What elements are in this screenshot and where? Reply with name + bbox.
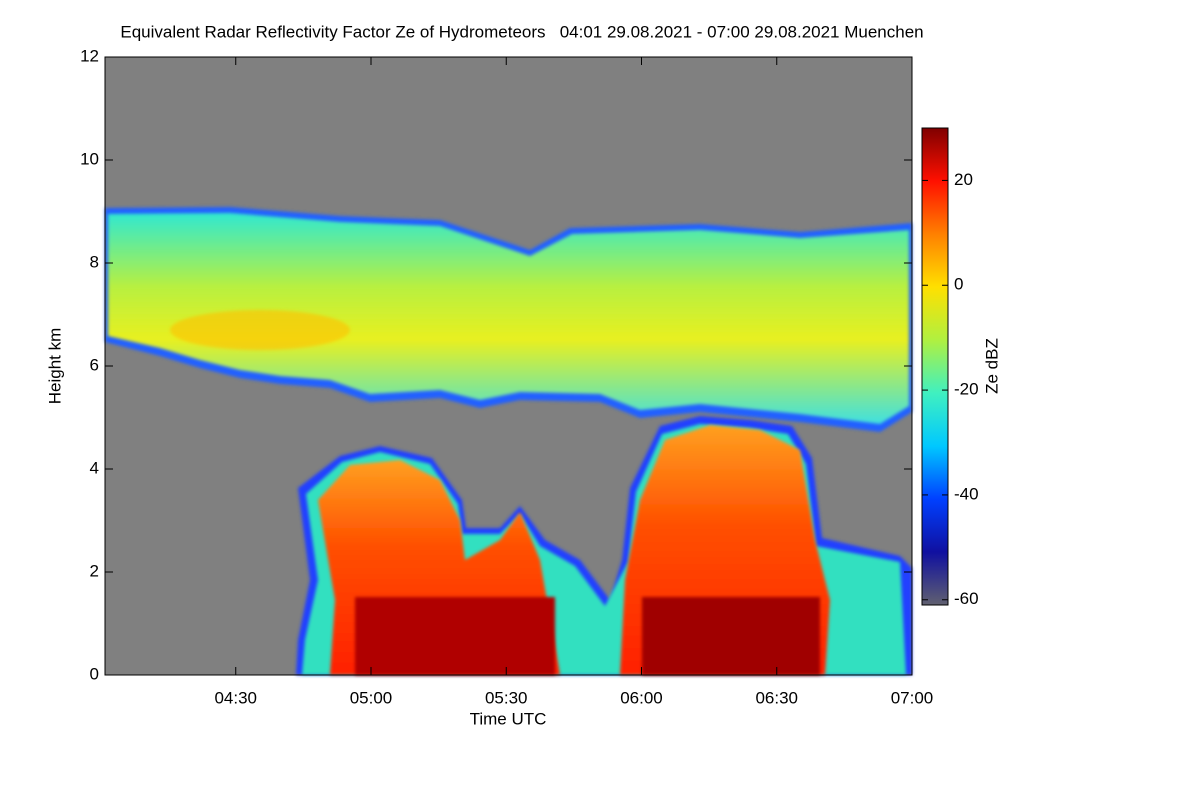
- chart-title: Equivalent Radar Reflectivity Factor Ze …: [120, 22, 923, 41]
- y-tick-label: 2: [90, 561, 99, 580]
- colorbar-tick-label: -20: [954, 380, 979, 399]
- x-axis-label: Time UTC: [470, 709, 547, 728]
- colorbar-label: Ze dBZ: [982, 338, 1001, 394]
- y-tick-label: 10: [80, 149, 99, 168]
- x-tick-label: 05:30: [485, 688, 528, 707]
- rain-core: [355, 597, 555, 675]
- x-tick-label: 06:00: [620, 688, 663, 707]
- x-tick-label: 04:30: [214, 688, 257, 707]
- radar-field: [105, 57, 912, 675]
- colorbar-tick-label: 0: [954, 275, 963, 294]
- x-tick-label: 07:00: [891, 688, 934, 707]
- y-tick-label: 0: [90, 664, 99, 683]
- x-tick-label: 05:00: [350, 688, 393, 707]
- y-tick-label: 8: [90, 252, 99, 271]
- colorbar-tick-label: 20: [954, 170, 973, 189]
- x-tick-label: 06:30: [755, 688, 798, 707]
- cloud-band: [108, 213, 909, 424]
- y-tick-label: 4: [90, 458, 99, 477]
- y-axis-label: Height km: [45, 328, 64, 405]
- y-tick-label: 6: [90, 355, 99, 374]
- cloud-core: [170, 310, 350, 350]
- rain-core: [642, 597, 820, 675]
- colorbar: [921, 127, 949, 606]
- y-tick-label: 12: [80, 46, 99, 65]
- colorbar-tick-label: -60: [954, 589, 979, 608]
- colorbar-tick-label: -40: [954, 484, 979, 503]
